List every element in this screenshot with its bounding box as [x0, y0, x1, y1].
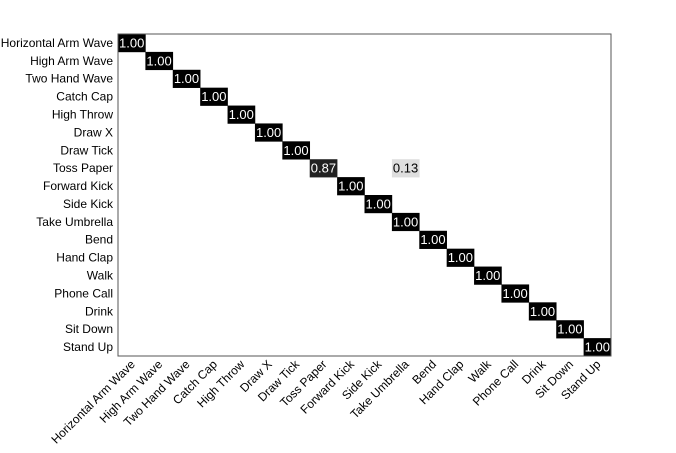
- y-tick-label-horizontal-arm-wave: Horizontal Arm Wave: [1, 36, 114, 50]
- cell-value-label: 1.00: [338, 179, 363, 194]
- y-tick-label-phone-call: Phone Call: [54, 286, 113, 300]
- y-tick-label-take-umbrella: Take Umbrella: [36, 215, 113, 229]
- heatmap-cell-r2-c2: [172, 69, 201, 88]
- heatmap-cell-r5-c5: [254, 123, 283, 142]
- heatmap-cell-r7-c10: [391, 159, 420, 178]
- y-tick-label-bend: Bend: [85, 233, 113, 247]
- cell-value-label: 1.00: [201, 89, 226, 104]
- y-tick-label-draw-x: Draw X: [74, 125, 113, 139]
- cell-value-label: 1.00: [448, 250, 473, 265]
- y-tick-label-side-kick: Side Kick: [63, 197, 114, 211]
- cell-value-label: 1.00: [420, 232, 445, 247]
- heatmap-cell-r17-c17: [583, 338, 612, 357]
- y-tick-label-sit-down: Sit Down: [65, 322, 113, 336]
- heatmap-cell-r12-c12: [446, 248, 475, 267]
- cell-value-label: 1.00: [557, 322, 582, 337]
- y-tick-label-walk: Walk: [87, 269, 114, 283]
- heatmap-cell-r8-c8: [337, 177, 365, 196]
- cell-value-label: 1.00: [530, 304, 555, 319]
- cell-value-label: 1.00: [475, 268, 500, 283]
- cell-value-label: 0.13: [393, 161, 418, 176]
- y-tick-label-forward-kick: Forward Kick: [43, 179, 114, 193]
- cell-value-label: 1.00: [366, 196, 391, 211]
- heatmap-cell-r4-c4: [227, 105, 256, 124]
- cell-value-label: 1.00: [119, 35, 144, 50]
- y-tick-label-hand-clap: Hand Clap: [56, 251, 113, 265]
- heatmap-cell-r7-c7: [309, 159, 338, 178]
- heatmap-cell-r9-c9: [364, 195, 393, 214]
- y-tick-label-stand-up: Stand Up: [63, 340, 113, 354]
- heatmap-cell-r16-c16: [556, 320, 584, 339]
- heatmap-cell-r11-c11: [419, 230, 447, 249]
- heatmap-cell-r6-c6: [282, 141, 311, 160]
- cell-value-label: 1.00: [585, 340, 610, 355]
- heatmap-cell-r15-c15: [528, 302, 557, 321]
- cell-value-label: 1.00: [283, 143, 308, 158]
- y-tick-label-drink: Drink: [85, 304, 114, 318]
- heatmap-cell-r13-c13: [474, 266, 502, 285]
- cell-value-label: 1.00: [393, 214, 418, 229]
- heatmap-cell-r0-c0: [118, 34, 146, 53]
- y-tick-labels: Horizontal Arm Wave High Arm Wave Two Hand…: [1, 36, 114, 354]
- heatmap-cell-r1-c1: [145, 51, 174, 71]
- cell-value-label: 1.00: [256, 125, 281, 140]
- y-tick-label-toss-paper: Toss Paper: [53, 161, 113, 175]
- heatmap-cell-r3-c3: [200, 87, 228, 106]
- heatmap-cell-r14-c14: [501, 284, 530, 303]
- y-tick-label-draw-tick: Draw Tick: [60, 143, 114, 157]
- y-tick-label-high-arm-wave: High Arm Wave: [30, 54, 113, 68]
- y-tick-label-two-hand-wave: Two Hand Wave: [25, 72, 113, 86]
- cell-value-label: 0.87: [311, 161, 336, 176]
- cell-value-label: 1.00: [502, 286, 527, 301]
- cell-value-label: 1.00: [146, 53, 171, 68]
- heatmap-cell-r10-c10: [391, 212, 420, 232]
- cell-value-label: 1.00: [174, 71, 199, 86]
- y-tick-label-high-throw: High Throw: [52, 108, 113, 122]
- cells-layer: 1.001.001.001.001.001.001.000.87 0.131.00…: [118, 34, 612, 357]
- y-tick-label-catch-cap: Catch Cap: [56, 90, 113, 104]
- plot-frame: [117, 33, 612, 357]
- cell-value-label: 1.00: [229, 107, 254, 122]
